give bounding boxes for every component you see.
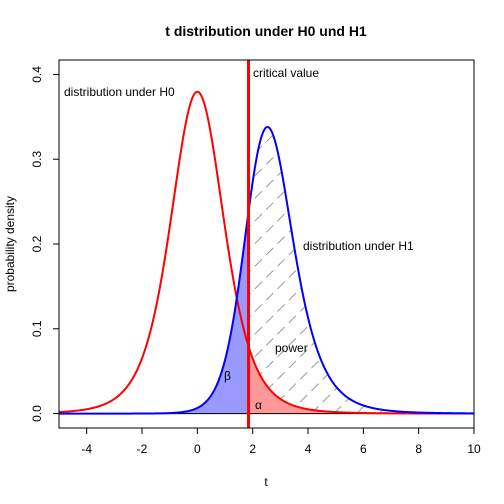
- x-tick-label: 6: [360, 442, 367, 456]
- alpha-region: [248, 346, 474, 414]
- y-tick-label: 0.4: [30, 66, 44, 83]
- x-axis-label: t: [264, 475, 268, 489]
- x-axis: -4 -2 0 2 4 6 8 10: [81, 428, 481, 456]
- alpha-label: α: [255, 398, 262, 412]
- chart-title: t distribution under H0 und H1: [165, 23, 367, 39]
- y-tick-label: 0.2: [30, 235, 44, 252]
- x-tick-label: 2: [249, 442, 256, 456]
- beta-region: [142, 211, 249, 414]
- x-tick-label: -4: [81, 442, 92, 456]
- y-tick-label: 0.1: [30, 320, 44, 337]
- h1-annotation: distribution under H1: [303, 239, 414, 253]
- plot-area: [58, 60, 475, 428]
- y-axis: 0.0 0.1 0.2 0.3 0.4: [30, 66, 59, 422]
- h1-density-curve: [59, 125, 475, 415]
- h0-density-curve: [58, 90, 475, 415]
- y-tick-label: 0.3: [30, 151, 44, 168]
- y-tick-label: 0.0: [30, 405, 44, 422]
- beta-label: β: [224, 369, 231, 383]
- power-label: power: [275, 341, 308, 355]
- critical-value-annotation: critical value: [253, 66, 319, 80]
- power-region: [248, 126, 474, 414]
- h0-annotation: distribution under H0: [64, 85, 175, 99]
- x-tick-label: -2: [137, 442, 148, 456]
- y-axis-label: probability density: [3, 196, 17, 292]
- x-tick-label: 10: [467, 442, 481, 456]
- x-tick-label: 4: [305, 442, 312, 456]
- x-tick-label: 0: [194, 442, 201, 456]
- x-tick-label: 8: [415, 442, 422, 456]
